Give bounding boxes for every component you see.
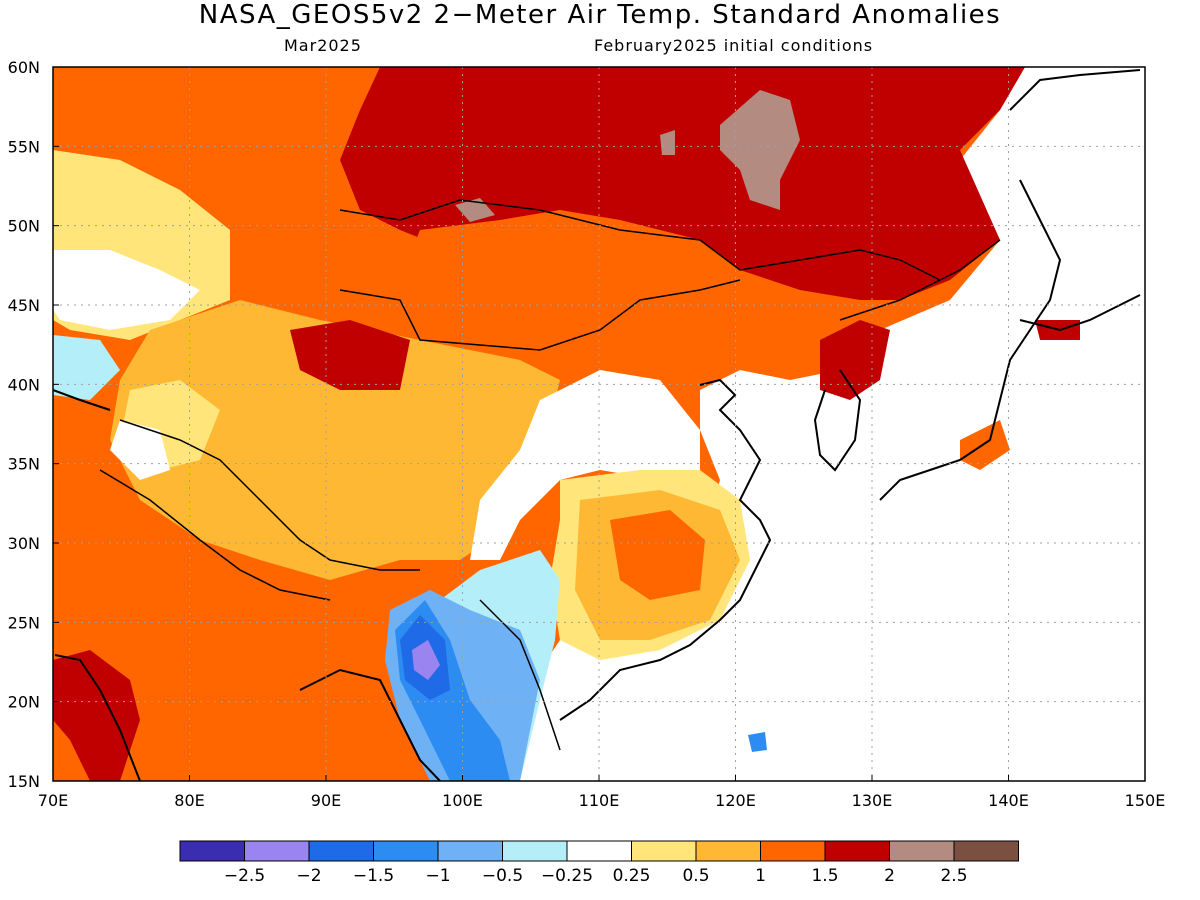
lon-tick-label: 120E (715, 791, 756, 810)
region-northwest-white (53, 250, 200, 330)
colorbar-label: −0.5 (482, 866, 523, 886)
colorbar-label: −2.5 (224, 866, 265, 886)
region-indochina-purple (412, 640, 440, 680)
region-hotspot-brown-1 (720, 90, 800, 210)
lon-tick-label: 70E (38, 791, 68, 810)
lon-tick-label: 80E (174, 791, 204, 810)
lon-tick-label: 130E (852, 791, 893, 810)
colorbar-swatch (824, 840, 890, 862)
lat-tick-label: 25N (8, 613, 40, 632)
map-title: NASA_GEOS5v2 2−Meter Air Temp. Standard … (198, 0, 1002, 30)
region-hotspot-brown-3 (660, 130, 675, 155)
lat-tick-label: 60N (8, 58, 40, 77)
region-mongolia-red (290, 320, 410, 390)
lat-tick-label: 50N (8, 217, 40, 236)
lat-tick-label: 30N (8, 534, 40, 553)
region-west-white (110, 420, 170, 480)
colorbar-swatch (502, 840, 568, 862)
coastlines (53, 69, 1141, 781)
region-siberia-red (340, 67, 1025, 300)
colorbar-swatch (308, 840, 374, 862)
colorbar-label: −1 (425, 866, 450, 886)
colorbar-swatch (437, 840, 503, 862)
colorbar-swatch (373, 840, 439, 862)
colorbar-boxes (179, 840, 1019, 862)
month-label: Mar2025 (284, 36, 362, 55)
lon-tick-label: 90E (311, 791, 341, 810)
colorbar-label: −0.25 (541, 866, 593, 886)
longitude-labels: 70E 80E 90E 100E 110E 120E 130E 140E 150E (38, 791, 1166, 810)
colorbar-swatch (889, 840, 955, 862)
lon-tick-label: 140E (988, 791, 1029, 810)
colorbar-label: −2 (296, 866, 321, 886)
colorbar-swatch (566, 840, 632, 862)
anomaly-field (53, 67, 1145, 781)
region-japan-orange (960, 420, 1010, 470)
country-borders (99, 199, 1001, 751)
colorbar-swatch (953, 840, 1019, 862)
colorbar-swatch (179, 840, 245, 862)
lat-tick-label: 40N (8, 375, 40, 394)
colorbar-swatch (631, 840, 697, 862)
region-southchina-orange (610, 510, 705, 600)
colorbar-label: 2 (884, 866, 895, 886)
lat-tick-label: 55N (8, 137, 40, 156)
colorbar-swatch (695, 840, 761, 862)
region-southchina-white (470, 370, 700, 560)
colorbar-label: 0.5 (682, 866, 709, 886)
colorbar-label: 1 (755, 866, 766, 886)
lat-tick-label: 45N (8, 296, 40, 315)
colorbar-swatch (760, 840, 826, 862)
colorbar-swatch (244, 840, 310, 862)
lat-tick-label: 15N (8, 772, 40, 791)
colorbar-labels: −2.5 −2 −1.5 −1 −0.5 −0.25 0.25 0.5 1 1.5 2 2.5 (224, 866, 968, 886)
colorbar-label: 0.25 (613, 866, 651, 886)
axis-ticks (52, 66, 1146, 782)
region-mongolia-orange (400, 220, 720, 350)
lat-tick-label: 20N (8, 693, 40, 712)
lon-tick-label: 110E (579, 791, 620, 810)
region-tibet-lightorange (110, 300, 560, 580)
latitude-labels: 15N 20N 25N 30N 35N 40N 45N 50N 55N 60N (8, 58, 40, 791)
initial-conditions-label: February2025 initial conditions (594, 36, 874, 55)
region-taiwan-blue (748, 732, 767, 752)
region-hotspot-brown-2 (455, 198, 495, 222)
region-india-red (53, 650, 140, 781)
colorbar-label: 1.5 (811, 866, 838, 886)
gridlines (53, 67, 1145, 781)
colorbar-label: −1.5 (353, 866, 394, 886)
lon-tick-label: 100E (442, 791, 483, 810)
colorbar-label: 2.5 (940, 866, 967, 886)
lon-tick-label: 150E (1125, 791, 1166, 810)
region-caspian-blue (53, 335, 120, 400)
lat-tick-label: 35N (8, 455, 40, 474)
